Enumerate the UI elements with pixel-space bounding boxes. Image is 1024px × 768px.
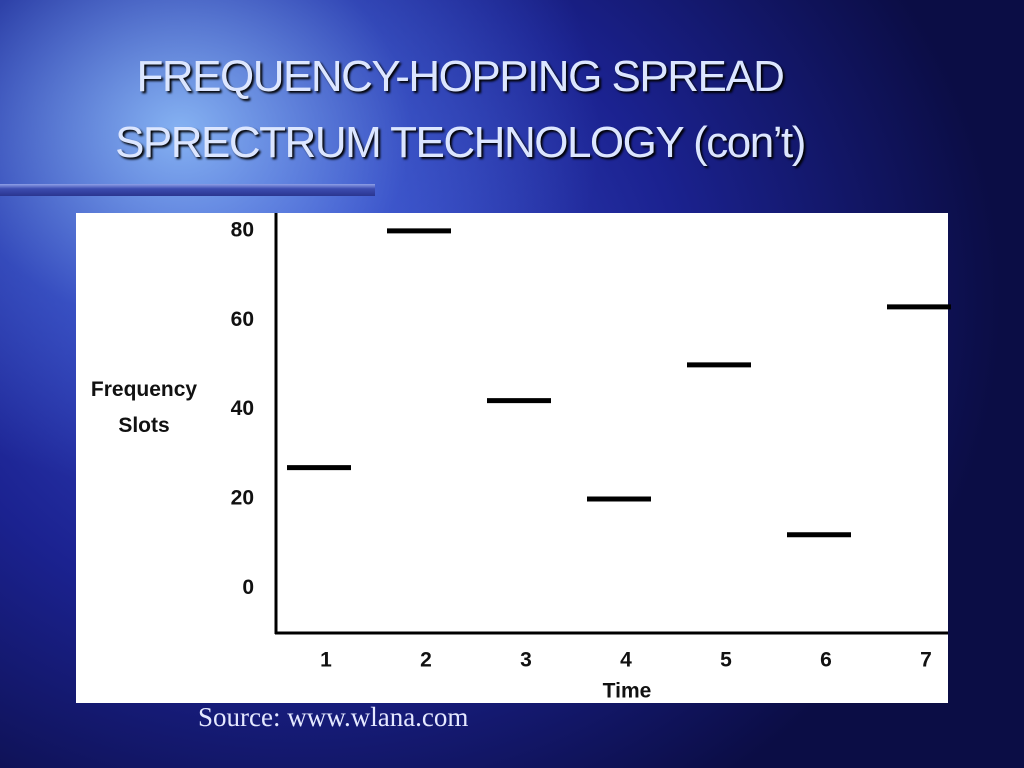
y-tick-label: 60: [231, 308, 254, 331]
y-tick-label: 80: [231, 218, 254, 241]
x-tick-label: 3: [520, 649, 532, 672]
slide-title: FREQUENCY-HOPPING SPREAD: [136, 52, 785, 101]
chart-panel: [76, 213, 948, 703]
x-axis-label: Time: [603, 680, 652, 703]
y-tick-label: 20: [231, 487, 254, 510]
x-tick-label: 4: [620, 649, 632, 672]
x-tick-label: 7: [920, 649, 932, 672]
title-rule: [0, 184, 375, 196]
x-tick-label: 6: [820, 649, 832, 672]
slide-title: SPRECTRUM TECHNOLOGY (con’t): [115, 118, 806, 167]
y-tick-label: 0: [242, 576, 254, 599]
x-tick-label: 5: [720, 649, 732, 672]
source-note: Source: www.wlana.com: [198, 702, 469, 732]
x-tick-label: 2: [420, 649, 432, 672]
y-tick-label: 40: [231, 397, 254, 420]
y-axis-label: Frequency Slots: [90, 378, 198, 437]
x-tick-label: 1: [320, 649, 332, 672]
